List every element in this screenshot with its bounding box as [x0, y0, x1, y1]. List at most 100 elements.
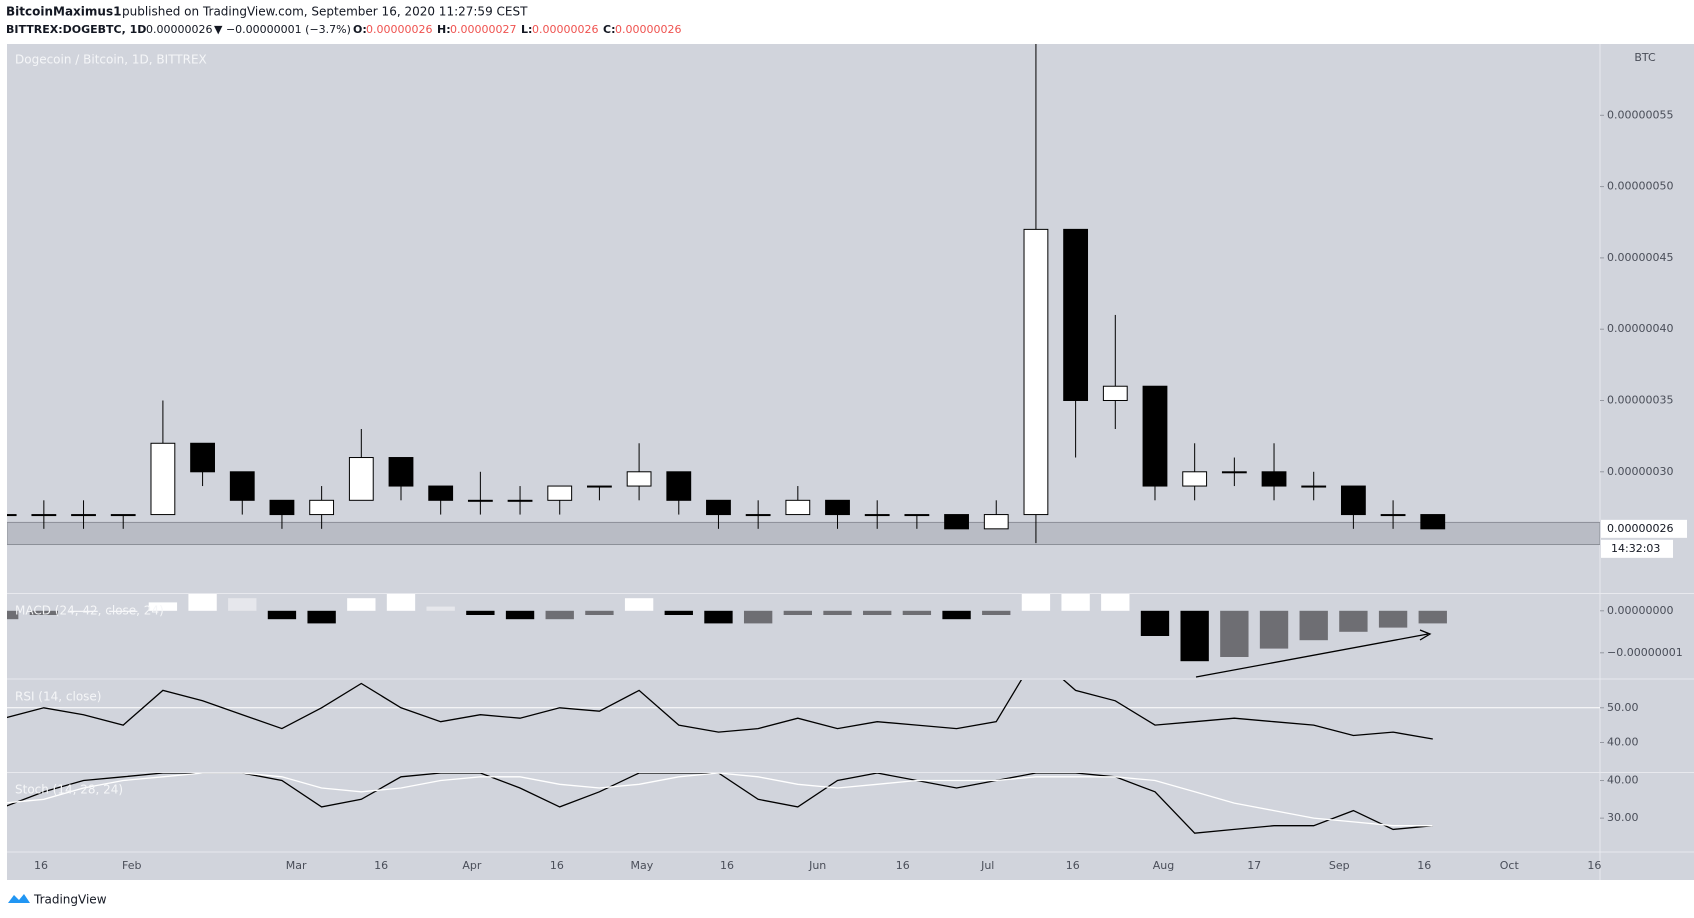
candle-body — [1420, 514, 1446, 530]
axis-unit: BTC — [1634, 51, 1656, 64]
candle-body — [150, 442, 176, 516]
ohlc-value: 0.00000027 — [450, 23, 516, 36]
countdown: 14:32:03 — [1611, 542, 1660, 555]
macd-bar — [1101, 594, 1130, 611]
chart-background — [7, 44, 1694, 880]
y-tick-label: 0.00000000 — [1607, 604, 1673, 617]
candle-body — [626, 471, 652, 487]
macd-bar — [1140, 610, 1170, 636]
candle-body — [7, 514, 17, 517]
pane — [7, 44, 1600, 546]
ohlc-value: 0.00000026 — [615, 23, 681, 36]
candle-body — [547, 485, 573, 501]
plot-layer: 16 Feb Mar 16 Apr 16 May 16 Jun 16 Jul 16 Aug 17 Sep 16… — [7, 44, 1687, 872]
candle-body — [864, 514, 890, 517]
macd-bar — [347, 598, 376, 611]
candle-body — [110, 514, 136, 517]
candle-body — [1340, 485, 1366, 516]
x-tick-label: Jun — [808, 859, 826, 872]
y-tick-label: 0.00000035 — [1607, 393, 1673, 406]
pane-title: MACD (24, 42, close, 24) — [15, 604, 164, 618]
macd-bar — [7, 610, 19, 620]
candle-body — [269, 499, 295, 516]
pane-title: RSI (14, close) — [15, 690, 101, 704]
x-tick-label: Sep — [1329, 859, 1350, 872]
macd-bar — [1220, 610, 1249, 657]
indicator-line — [7, 773, 1433, 827]
indicator-line — [7, 773, 1433, 834]
candle-body — [825, 499, 850, 516]
publisher: BitcoinMaximus1 — [6, 5, 121, 19]
trendline-arrow — [1419, 629, 1432, 641]
last-value: 0.00000026 — [146, 23, 212, 36]
candle-body — [31, 514, 57, 517]
y-tick-label: 30.00 — [1607, 811, 1639, 824]
macd-bar — [29, 610, 59, 615]
candle-body — [1182, 471, 1208, 487]
x-tick-label: May — [631, 859, 654, 872]
x-tick-label: 16 — [720, 859, 734, 872]
indicator-line — [7, 680, 1433, 740]
pane — [7, 680, 1600, 740]
ohlc-label: H: — [437, 23, 451, 36]
candle-body — [587, 485, 612, 488]
macd-bar — [426, 606, 455, 611]
x-tick-label: 16 — [1066, 859, 1080, 872]
x-tick-label: 16 — [896, 859, 910, 872]
support-zone — [7, 521, 1600, 546]
y-tick-label: 40.00 — [1607, 735, 1639, 748]
macd-bar — [624, 598, 654, 611]
published-note: published on TradingView.com, September … — [122, 5, 528, 19]
candle-body — [1102, 385, 1128, 401]
candle-body — [1380, 514, 1406, 517]
macd-bar — [664, 610, 693, 615]
macd-bar — [902, 610, 932, 615]
macd-bar — [307, 610, 336, 624]
macd-bar — [1339, 610, 1368, 632]
macd-bar — [982, 610, 1011, 615]
x-tick-label: Aug — [1153, 859, 1174, 872]
change: ▼ −0.00000001 (−3.7%) — [214, 23, 351, 36]
macd-bar — [1378, 610, 1408, 628]
candle-body — [1301, 485, 1327, 488]
candle-body — [348, 457, 374, 501]
y-tick-label: 50.00 — [1607, 701, 1639, 714]
y-tick-label: 0.00000030 — [1607, 465, 1673, 478]
x-tick-label: Oct — [1500, 859, 1520, 872]
x-tick-label: 16 — [1587, 859, 1601, 872]
candle-body — [1142, 385, 1168, 487]
ohlc-value: 0.00000026 — [366, 23, 432, 36]
y-tick-label: 0.00000055 — [1607, 108, 1673, 121]
candle-body — [706, 499, 731, 516]
macd-bar — [1180, 610, 1209, 662]
candle-body — [1023, 228, 1049, 516]
symbol: BITTREX:DOGEBTC, 1D — [6, 23, 146, 36]
x-tick-label: 16 — [1417, 859, 1431, 872]
countdown-box — [1601, 539, 1673, 558]
ohlc-label: L: — [521, 23, 532, 36]
candle-body — [428, 485, 454, 501]
x-tick-label: 16 — [34, 859, 48, 872]
tradingview-logo — [8, 894, 30, 903]
macd-bar — [505, 610, 535, 620]
pane-title: Stoch (14, 28, 24) — [15, 783, 123, 797]
divergence-trendline — [1195, 633, 1429, 678]
candle-body — [388, 457, 414, 487]
macd-bar — [1418, 610, 1447, 624]
pane — [7, 594, 1447, 662]
macd-bar — [585, 610, 614, 615]
candle-body — [507, 499, 533, 502]
macd-bar — [1061, 594, 1090, 611]
macd-bar — [386, 594, 416, 611]
y-tick-label: 0.00000050 — [1607, 180, 1673, 193]
macd-bar — [228, 598, 257, 611]
macd-bar — [109, 610, 138, 612]
pane — [7, 773, 1433, 834]
x-tick-label: Apr — [462, 859, 482, 872]
ohlc-label: C: — [603, 23, 615, 36]
macd-bar — [148, 602, 178, 611]
pane-title: Dogecoin / Bitcoin, 1D, BITTREX — [15, 53, 207, 67]
y-tick-label: −0.00000001 — [1607, 646, 1683, 659]
candle-body — [1063, 228, 1089, 401]
